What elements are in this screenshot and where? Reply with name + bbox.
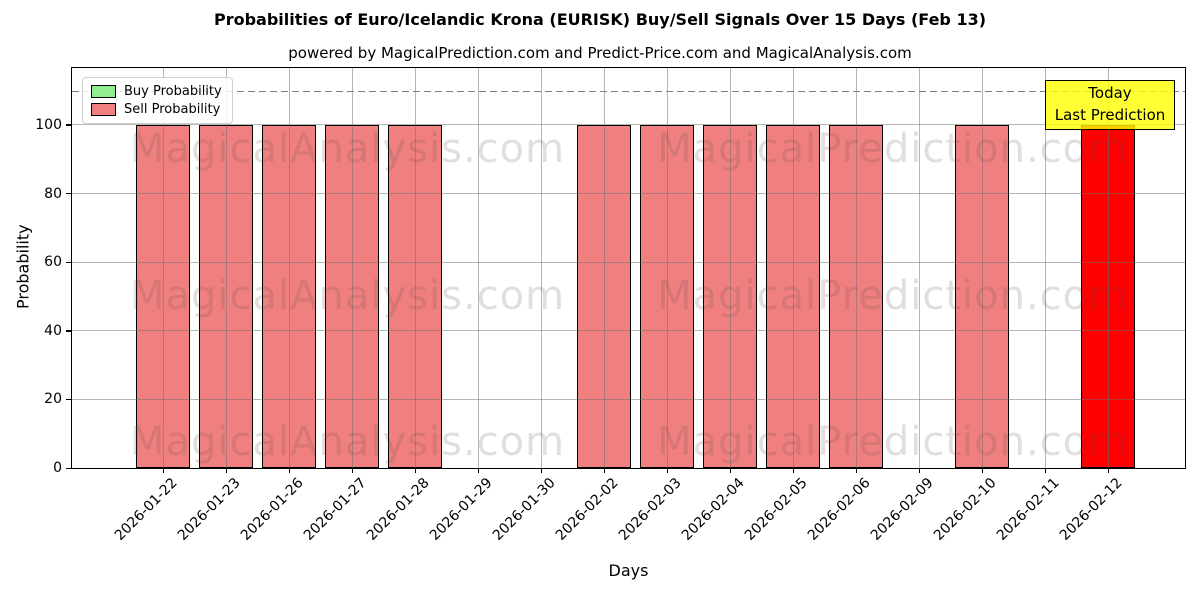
y-tick-label: 60 bbox=[44, 254, 62, 271]
gridline-horizontal bbox=[72, 261, 1185, 263]
legend-item-sell: Sell Probability bbox=[91, 103, 222, 116]
gridline-horizontal bbox=[72, 124, 1185, 126]
x-axis-label: Days bbox=[608, 561, 649, 580]
x-tick-label: 2026-01-27 bbox=[300, 475, 370, 544]
watermark-row: MagicalAnalysis.com MagicalPrediction.com… bbox=[130, 273, 1185, 319]
gridline-vertical bbox=[477, 68, 479, 468]
x-tick-label: 2026-02-06 bbox=[804, 475, 874, 544]
x-tick-label: 2026-02-11 bbox=[993, 475, 1063, 544]
x-tick-mark bbox=[478, 468, 480, 473]
y-tick-mark bbox=[66, 193, 72, 195]
gridline-vertical bbox=[288, 68, 290, 468]
gridline-horizontal bbox=[72, 330, 1185, 332]
legend-label-buy: Buy Probability bbox=[124, 84, 222, 99]
x-tick-label: 2026-02-02 bbox=[552, 475, 622, 544]
x-tick-mark bbox=[226, 468, 228, 473]
gridline-vertical bbox=[981, 68, 983, 468]
gridline-vertical bbox=[540, 68, 542, 468]
legend-label-sell: Sell Probability bbox=[124, 102, 221, 117]
gridline-vertical bbox=[666, 68, 668, 468]
x-tick-mark bbox=[541, 468, 543, 473]
x-tick-mark bbox=[856, 468, 858, 473]
watermark-row: MagicalAnalysis.com MagicalPrediction.com… bbox=[130, 126, 1185, 172]
today-annotation: Today Last Prediction bbox=[1045, 80, 1175, 130]
gridline-vertical bbox=[162, 68, 164, 468]
x-tick-mark bbox=[415, 468, 417, 473]
gridline-horizontal bbox=[72, 398, 1185, 400]
buy-swatch-icon bbox=[91, 85, 116, 98]
x-tick-mark bbox=[1108, 468, 1110, 473]
x-tick-label: 2026-01-22 bbox=[111, 475, 181, 544]
gridline-vertical bbox=[351, 68, 353, 468]
y-tick-mark bbox=[66, 398, 72, 401]
watermark-text: MagicalPrediction.com bbox=[657, 273, 1129, 319]
y-tick-mark bbox=[66, 261, 72, 263]
gridline-vertical bbox=[414, 68, 416, 468]
watermark-row: MagicalAnalysis.com MagicalPrediction.com… bbox=[130, 419, 1185, 465]
x-tick-label: 2026-02-05 bbox=[741, 475, 811, 544]
gridline-vertical bbox=[792, 68, 794, 468]
x-tick-mark bbox=[604, 468, 606, 473]
x-tick-mark bbox=[163, 468, 165, 473]
gridline-vertical bbox=[1044, 68, 1046, 468]
gridline-horizontal bbox=[72, 193, 1185, 195]
y-tick-label: 80 bbox=[44, 185, 62, 202]
y-tick-mark bbox=[66, 124, 72, 126]
watermark-text: MagicalAnalysis.com bbox=[130, 126, 566, 172]
x-tick-label: 2026-01-28 bbox=[363, 475, 433, 544]
legend-item-buy: Buy Probability bbox=[91, 85, 222, 98]
plot-area: MagicalAnalysis.com MagicalPrediction.com… bbox=[71, 67, 1186, 469]
watermark-text: MagicalPrediction.com bbox=[657, 126, 1129, 172]
x-tick-mark bbox=[289, 468, 291, 473]
sell-swatch-icon bbox=[91, 103, 116, 116]
x-tick-label: 2026-02-12 bbox=[1056, 475, 1126, 544]
x-tick-mark bbox=[919, 468, 921, 473]
x-tick-mark bbox=[793, 468, 795, 473]
gridline-vertical bbox=[729, 68, 731, 468]
watermark-text: MagicalAnalysis.com bbox=[130, 419, 566, 465]
gridline-vertical bbox=[855, 68, 857, 468]
x-tick-mark bbox=[352, 468, 354, 473]
x-tick-label: 2026-01-30 bbox=[489, 475, 559, 544]
today-annotation-line2: Last Prediction bbox=[1054, 105, 1166, 124]
watermark-text: MagicalPrediction.com bbox=[657, 419, 1129, 465]
today-annotation-line1: Today bbox=[1088, 84, 1132, 102]
x-tick-label: 2026-01-26 bbox=[237, 475, 307, 544]
legend: Buy Probability Sell Probability bbox=[82, 77, 233, 124]
chart-subtitle: powered by MagicalPrediction.com and Pre… bbox=[288, 44, 912, 62]
x-tick-mark bbox=[982, 468, 984, 473]
gridline-vertical bbox=[1107, 68, 1109, 468]
gridline-vertical bbox=[603, 68, 605, 468]
watermark-text: MagicalAnalysis.com bbox=[130, 273, 566, 319]
x-tick-label: 2026-01-23 bbox=[174, 475, 244, 544]
x-tick-mark bbox=[1045, 468, 1047, 473]
y-tick-label: 0 bbox=[53, 460, 62, 476]
x-tick-mark bbox=[730, 468, 732, 473]
threshold-dashed-line bbox=[72, 90, 1185, 93]
chart-title: Probabilities of Euro/Icelandic Krona (E… bbox=[213, 10, 987, 29]
x-tick-label: 2026-02-04 bbox=[678, 475, 748, 544]
x-tick-label: 2026-02-03 bbox=[615, 475, 685, 544]
y-tick-label: 40 bbox=[44, 322, 62, 339]
y-tick-mark bbox=[66, 330, 72, 332]
x-tick-mark bbox=[667, 468, 669, 473]
y-tick-label: 20 bbox=[44, 391, 62, 408]
gridline-vertical bbox=[918, 68, 920, 468]
x-tick-label: 2026-02-09 bbox=[867, 475, 937, 544]
y-tick-label: 100 bbox=[35, 116, 62, 133]
gridline-vertical bbox=[225, 68, 227, 468]
x-tick-label: 2026-02-10 bbox=[930, 475, 1000, 544]
y-tick-mark bbox=[66, 467, 72, 469]
x-tick-label: 2026-01-29 bbox=[426, 475, 496, 544]
